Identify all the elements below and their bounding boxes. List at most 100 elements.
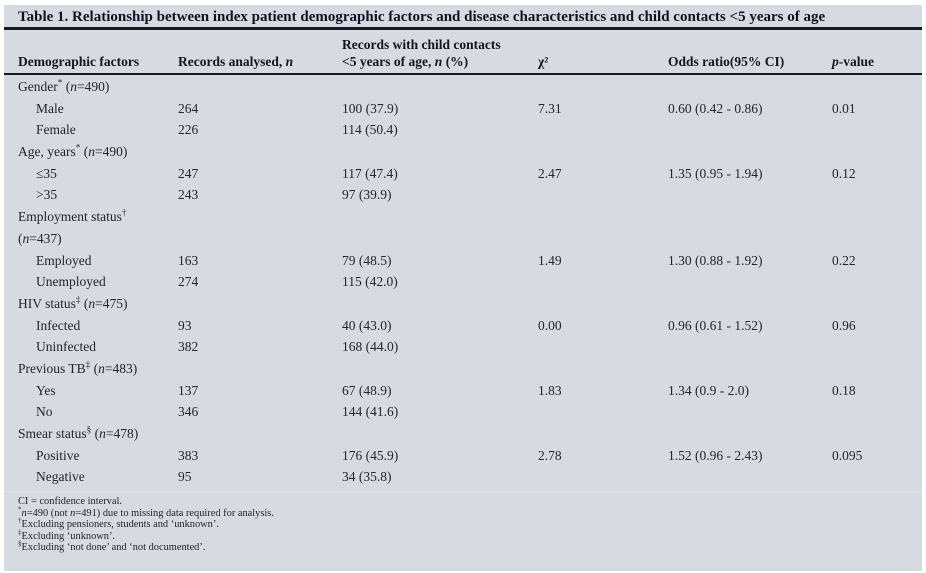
cell-records-analysed [178,76,342,98]
cell-p-value: 0.18 [832,382,856,398]
cell-p-value [832,119,922,141]
cell-child-contacts: 79 (48.5) [342,252,392,268]
table-row: Positive 383 176 (45.9) 2.78 1.52 (0.96 … [4,445,922,467]
cell-child-contacts [342,228,538,250]
cell-odds-ratio [668,76,832,98]
cell-child-contacts [342,423,538,445]
col-header-child-contacts-line2: <5 years of age, n (%) [342,54,469,69]
cell-child-contacts: 114 (50.4) [342,122,398,138]
cell-demographic-factor: Employment status† [18,207,127,225]
cell-child-contacts: 100 (37.9) [342,100,399,116]
cell-demographic-factor: No [36,404,53,420]
table-row: Negative 95 34 (35.8) [4,466,922,488]
cell-odds-ratio [668,228,832,250]
cell-odds-ratio [668,141,832,163]
cell-demographic-factor: Unemployed [36,274,106,290]
cell-chi-square: 2.47 [538,165,562,181]
cell-demographic-factor: Male [36,100,64,116]
cell-demographic-factor: Female [36,122,76,138]
col-header-chi-square: χ² [538,54,549,69]
col-header-demographic-factors: Demographic factors [18,54,140,69]
cell-p-value [832,271,922,293]
cell-odds-ratio: 1.30 (0.88 - 1.92) [668,252,763,268]
cell-records-analysed: 95 [178,469,192,485]
footnote-ci: CI = confidence interval. [18,496,122,508]
table-row: (n=437) [4,228,922,250]
cell-odds-ratio [668,358,832,380]
footnotes: CI = confidence interval. *n=490 (not n=… [4,491,922,554]
cell-p-value [832,401,922,423]
cell-odds-ratio [668,184,832,206]
table-row: Unemployed 274 115 (42.0) [4,271,922,293]
cell-chi-square [538,119,668,141]
cell-demographic-factor: Age, years* (n=490) [18,142,128,160]
cell-child-contacts [342,206,538,228]
cell-odds-ratio: 1.52 (0.96 - 2.43) [668,447,763,463]
cell-p-value [832,358,922,380]
cell-demographic-factor: >35 [36,187,58,203]
cell-records-analysed [178,206,342,228]
cell-demographic-factor: Negative [36,469,85,485]
cell-records-analysed [178,228,342,250]
cell-records-analysed: 243 [178,187,199,203]
table-row: Gender* (n=490) [4,76,922,98]
cell-odds-ratio [668,206,832,228]
cell-child-contacts: 176 (45.9) [342,447,399,463]
cell-records-analysed: 226 [178,122,199,138]
table-row: ≤35 247 117 (47.4) 2.47 1.35 (0.95 - 1.9… [4,163,922,185]
table-row: Employment status† [4,206,922,228]
cell-child-contacts: 34 (35.8) [342,469,392,485]
cell-demographic-factor: Yes [36,382,56,398]
cell-child-contacts: 97 (39.9) [342,187,392,203]
cell-odds-ratio [668,336,832,358]
cell-child-contacts [342,141,538,163]
cell-child-contacts: 168 (44.0) [342,339,399,355]
cell-chi-square [538,141,668,163]
cell-demographic-factor: Positive [36,447,80,463]
table-row: Age, years* (n=490) [4,141,922,163]
cell-p-value: 0.22 [832,252,856,268]
cell-chi-square [538,401,668,423]
cell-odds-ratio: 0.96 (0.61 - 1.52) [668,317,763,333]
cell-records-analysed: 247 [178,165,199,181]
cell-child-contacts: 144 (41.6) [342,404,399,420]
cell-p-value [832,206,922,228]
cell-chi-square: 2.78 [538,447,562,463]
cell-p-value [832,336,922,358]
cell-p-value: 0.96 [832,317,856,333]
cell-records-analysed [178,423,342,445]
cell-p-value [832,466,922,488]
cell-child-contacts [342,293,538,315]
footnote-asterisk: *n=490 (not n=491) due to missing data r… [18,505,274,519]
table-row: Female 226 114 (50.4) [4,119,922,141]
cell-chi-square [538,293,668,315]
cell-demographic-factor: HIV status‡ (n=475) [18,294,128,311]
cell-p-value: 0.12 [832,165,856,181]
table-row: Previous TB‡ (n=483) [4,358,922,380]
col-header-child-contacts-line1: Records with child contacts [342,37,501,52]
cell-records-analysed: 137 [178,382,199,398]
table-row: Smear status§ (n=478) [4,423,922,445]
table-row: Yes 137 67 (48.9) 1.83 1.34 (0.9 - 2.0) … [4,380,922,402]
cell-chi-square: 1.83 [538,382,562,398]
cell-p-value [832,423,922,445]
col-header-child-contacts: Records with child contacts <5 years of … [342,36,538,70]
cell-demographic-factor: Smear status§ (n=478) [18,424,139,441]
cell-odds-ratio [668,293,832,315]
cell-chi-square [538,76,668,98]
footnote-dagger: †Excluding pensioners, students and ‘unk… [18,516,219,531]
col-header-records-analysed: Records analysed, n [178,54,294,69]
table-row: Uninfected 382 168 (44.0) [4,336,922,358]
cell-p-value [832,228,922,250]
cell-chi-square [538,206,668,228]
cell-chi-square [538,358,668,380]
table-title: Table 1. Relationship between index pati… [4,5,922,30]
cell-records-analysed [178,358,342,380]
table-row: HIV status‡ (n=475) [4,293,922,315]
cell-chi-square [538,466,668,488]
cell-child-contacts: 115 (42.0) [342,274,398,290]
cell-records-analysed: 382 [178,339,199,355]
cell-odds-ratio [668,466,832,488]
cell-odds-ratio: 0.60 (0.42 - 0.86) [668,100,763,116]
